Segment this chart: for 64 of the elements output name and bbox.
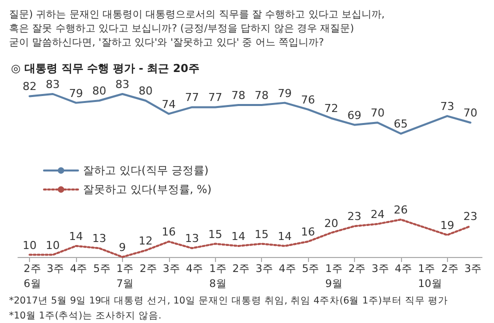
x-tick-label: 3주 [46, 262, 64, 277]
x-tick-label: 3주 [256, 262, 274, 277]
text: *10월 1주(추석)는 조사하지 않음. [9, 310, 162, 322]
data-label: 23 [347, 210, 362, 224]
data-label: 10 [22, 238, 37, 252]
x-tick-label: 3주 [464, 262, 482, 277]
data-label: 73 [440, 100, 454, 114]
x-tick-label: 1주 10월 [418, 262, 442, 292]
data-label: 80 [92, 84, 106, 98]
data-label: 10 [46, 238, 60, 252]
x-tick-label: 5주 [302, 262, 320, 277]
data-label: 72 [324, 102, 338, 116]
data-label: 16 [301, 226, 315, 239]
text: *2017년 5월 9일 19대 대통령 선거, 10일 문재인 대통령 취임, 취임 4주차(6월 1주)부터 직무 평가 [9, 296, 448, 306]
data-label: 24 [370, 208, 385, 221]
data-label: 14 [278, 230, 292, 243]
x-tick-label: 4주 [394, 262, 412, 277]
x-tick-label: 1주 9월 [325, 262, 343, 292]
x-tick-label: 1주 7월 [116, 262, 134, 292]
data-label: 83 [46, 78, 60, 91]
legend-label: 잘못하고 있다(부정률, %) [83, 183, 212, 196]
x-tick-label: 4주 [278, 262, 296, 277]
data-label: 70 [370, 106, 385, 120]
data-label: 70 [463, 106, 478, 120]
x-tick-label: 4주 [70, 262, 88, 277]
x-tick-label: 4주 [186, 262, 204, 277]
data-label: 9 [118, 241, 126, 254]
data-label: 14 [231, 230, 246, 243]
x-tick-label: 3주 [162, 262, 180, 277]
x-tick-label: 5주 [93, 262, 111, 277]
text: 질문) 귀하는 문재인 대통령이 대통령으로서의 직무를 잘 수행하고 있다고 보십니까, 혹은 잘못 수행하고 있다고 보십니까? (긍정/부정을 답하지 않은 경우 재질문) 굳이 말씀하신다면, '잘하고 있다'와 '잘못하고 있다' 중 어느 쪽입니까? [9, 10, 385, 48]
data-label: 16 [162, 226, 176, 239]
data-label: 77 [208, 91, 222, 104]
data-label: 13 [92, 232, 106, 246]
data-label: 12 [138, 234, 153, 248]
data-label: 19 [440, 218, 454, 232]
x-tick-label: 2주 [441, 262, 459, 277]
data-label: 74 [162, 98, 176, 111]
x-tick-label: 3주 [372, 262, 390, 277]
data-label: 79 [69, 86, 83, 100]
data-label: 77 [185, 91, 199, 104]
data-label: 78 [254, 89, 269, 102]
x-tick-label: 2주 [348, 262, 366, 277]
x-tick-label: 2주 6월 [24, 262, 42, 292]
x-tick-label: 2주 [140, 262, 158, 277]
data-label: 14 [69, 230, 83, 243]
data-label: 65 [394, 118, 408, 131]
x-tick-label: 1주 8월 [209, 262, 227, 292]
legend-label: 잘하고 있다(직무 긍정률) [83, 164, 209, 177]
data-label: 80 [138, 84, 153, 98]
x-tick-label: 2주 [232, 262, 250, 277]
chart-title: ◎ 대통령 직무 수행 평가 - 최근 20주 [11, 62, 200, 75]
data-label: 79 [278, 86, 292, 100]
data-label: 15 [254, 228, 269, 241]
data-label: 76 [301, 93, 315, 106]
data-label: 82 [22, 80, 37, 94]
data-label: 15 [208, 228, 222, 241]
data-label: 26 [394, 204, 408, 217]
data-label: 13 [185, 232, 199, 246]
data-label: 69 [347, 108, 362, 122]
data-label: 83 [115, 78, 130, 91]
data-label: 20 [324, 216, 338, 230]
data-label: 78 [231, 89, 246, 102]
data-label: 23 [463, 210, 478, 224]
